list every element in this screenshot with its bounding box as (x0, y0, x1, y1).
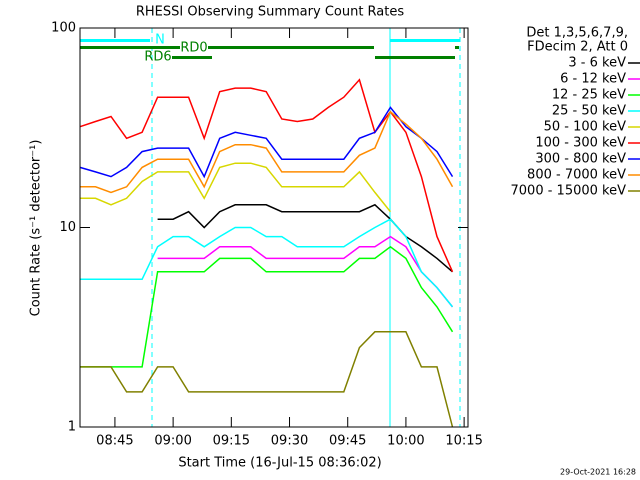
x-tick-label: 09:30 (271, 434, 308, 449)
series-line (79, 106, 454, 179)
legend-label: 7000 - 15000 keV (511, 184, 627, 199)
chart-title: RHESSI Observing Summary Count Rates (136, 5, 405, 20)
flag-bar (80, 39, 150, 42)
legend-label: 6 - 12 keV (560, 72, 626, 87)
x-tick-label: 10:15 (445, 434, 482, 449)
x-tick-label: 09:15 (213, 434, 250, 449)
x-tick-label: 10:00 (387, 434, 424, 449)
flag-bar (80, 46, 180, 49)
legend-label: 300 - 800 keV (535, 152, 626, 167)
y-tick-label: 100 (51, 21, 76, 36)
legend-label: 12 - 25 keV (552, 88, 626, 103)
x-tick-label: 08:45 (96, 434, 133, 449)
flag-bar (375, 56, 455, 59)
y-tick-label: 1 (68, 420, 76, 435)
flag-label: RD6 (144, 50, 171, 65)
series-line (157, 235, 454, 308)
series-line (80, 110, 454, 194)
flag-bar (455, 46, 459, 49)
y-tick-label: 10 (59, 220, 76, 235)
flag-bar (208, 46, 374, 49)
legend-header: FDecim 2, Att 0 (527, 40, 628, 55)
x-tick-label: 09:00 (154, 434, 191, 449)
flag-label: N (155, 33, 165, 48)
y-axis-label: Count Rate (s⁻¹ detector⁻¹) (29, 140, 44, 317)
flag-bar (390, 39, 460, 42)
legend-label: 800 - 7000 keV (527, 168, 626, 183)
series-line (80, 218, 454, 308)
legend-label: 100 - 300 keV (535, 136, 626, 151)
legend-label: 3 - 6 keV (568, 56, 626, 71)
series-line (80, 245, 454, 368)
flag-bar (172, 56, 212, 59)
flag-label: RD0 (180, 41, 207, 56)
x-axis-label: Start Time (16-Jul-15 08:36:02) (178, 456, 381, 471)
legend-label: 25 - 50 keV (552, 104, 626, 119)
x-tick-label: 09:45 (329, 434, 366, 449)
series-line (80, 162, 391, 213)
footer: 29-Oct-2021 16:28 (560, 468, 636, 477)
legend-header: Det 1,3,5,6,7,9, (526, 26, 628, 41)
legend-label: 50 - 100 keV (544, 120, 627, 135)
series-line (80, 331, 454, 428)
